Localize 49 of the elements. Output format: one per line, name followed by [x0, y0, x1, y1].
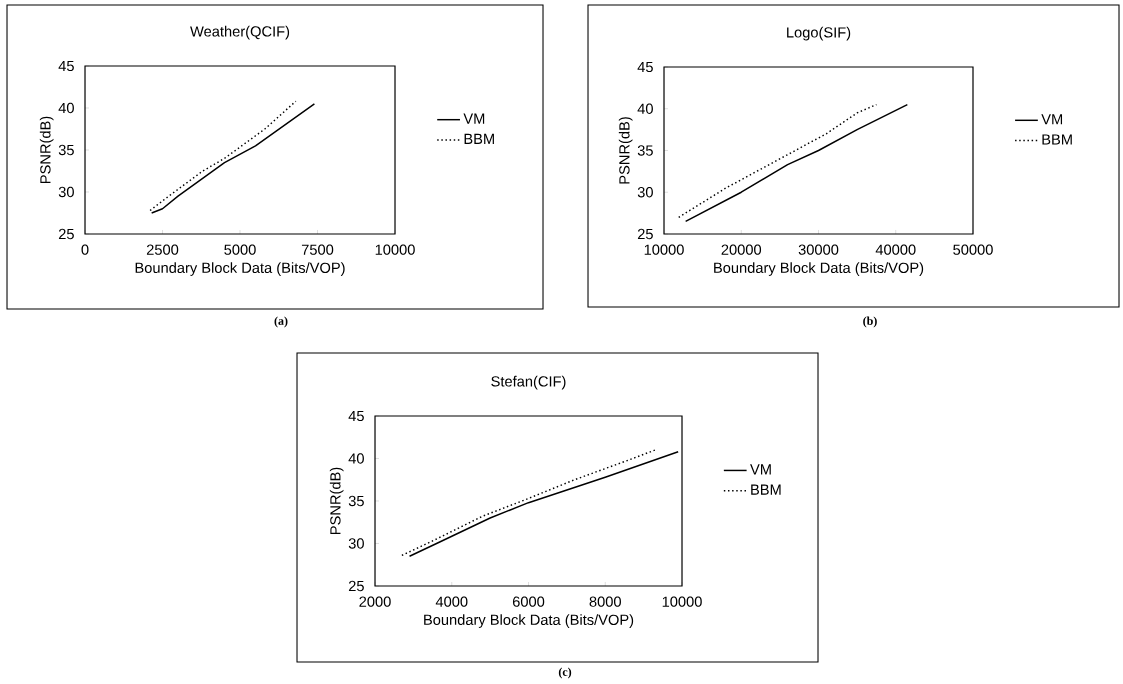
x-tick-label: 10000: [375, 244, 415, 255]
text: (c): [558, 667, 572, 679]
x-tick-label: 2500: [146, 244, 179, 255]
legend-label: VM: [750, 464, 771, 475]
x-axis-title: Boundary Block Data (Bits/VOP): [424, 614, 634, 628]
x-tick-label: 5000: [224, 244, 256, 255]
chart-title: Stefan(CIF): [491, 375, 566, 390]
y-tick-label: 35: [348, 495, 364, 507]
x-tick-label: 2000: [359, 596, 391, 607]
legend-label: VM: [1041, 114, 1063, 125]
y-tick-label: 25: [637, 228, 653, 240]
x-tick-label: 20000: [721, 244, 762, 255]
y-tick-label: 40: [637, 103, 653, 114]
x-tick-label: 6000: [512, 596, 545, 607]
legend-label: VM: [463, 113, 485, 124]
y-tick-label: 30: [58, 186, 74, 198]
legend-label: BBM: [1042, 134, 1072, 145]
chart-title: Weather(QCIF): [190, 25, 290, 40]
text: (b): [863, 316, 877, 328]
y-tick-label: 45: [348, 410, 364, 422]
y-axis-title: PSNR(dB): [618, 117, 633, 184]
y-tick-label: 45: [637, 61, 653, 73]
x-tick-label: 10000: [662, 596, 702, 607]
x-axis-title: Boundary Block Data (Bits/VOP): [135, 262, 345, 276]
x-tick-label: 0: [81, 244, 89, 255]
line-series: [684, 103, 909, 223]
y-tick-label: 40: [348, 453, 364, 464]
y-axis-title: PSNR(dB): [39, 116, 54, 183]
y-tick-label: 35: [58, 144, 74, 156]
text: (a): [274, 316, 288, 328]
legend-label: BBM: [751, 484, 781, 495]
x-tick-label: 40000: [875, 244, 916, 255]
y-axis-title: PSNR(dB): [329, 467, 344, 534]
y-tick-label: 40: [58, 102, 74, 114]
x-tick-label: 30000: [798, 244, 839, 255]
x-tick-label: 10000: [644, 244, 684, 255]
x-axis-title: Boundary Block Data (Bits/VOP): [714, 262, 924, 276]
chart-title: Logo(SIF): [787, 26, 851, 41]
legend-label: BBM: [464, 133, 494, 144]
x-tick-label: 8000: [589, 596, 621, 607]
y-tick-label: 25: [58, 228, 74, 240]
x-tick-label: 4000: [435, 596, 468, 607]
y-tick-label: 30: [637, 187, 653, 198]
y-tick-label: 35: [637, 145, 653, 156]
y-tick-label: 45: [58, 60, 74, 72]
y-tick-label: 25: [348, 580, 364, 592]
x-tick-label: 50000: [953, 244, 993, 255]
x-tick-label: 7500: [301, 244, 334, 255]
y-tick-label: 30: [348, 538, 364, 549]
